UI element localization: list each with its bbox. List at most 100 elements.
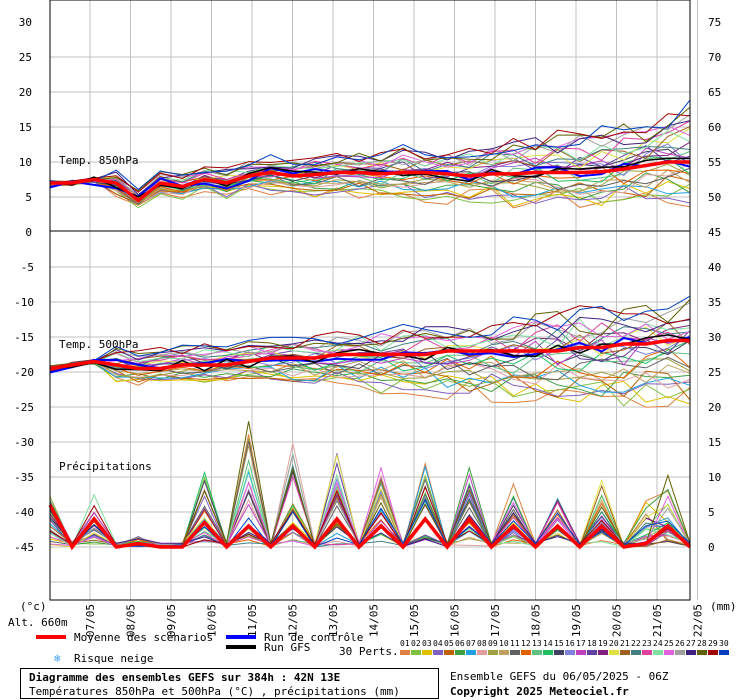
- left-tick-850: 15: [19, 121, 32, 134]
- t500-member-line: [49, 362, 691, 397]
- right-tick-right: 0: [708, 541, 715, 554]
- t850-member-line: [49, 150, 691, 204]
- title-box: Diagramme des ensembles GEFS sur 384h : …: [20, 668, 439, 699]
- t850-member-line: [49, 126, 691, 198]
- right-tick-right: 10: [708, 471, 721, 484]
- left-tick-500: -15: [14, 331, 34, 344]
- date-tick-label: 22/05: [692, 604, 705, 637]
- pert-color-swatch: [664, 650, 674, 655]
- date-tick-label: 09/05: [165, 604, 178, 637]
- pert-id-label: 05: [444, 639, 454, 648]
- pert-id-label: 09: [488, 639, 498, 648]
- chart-grid: [50, 0, 698, 600]
- pert-id-label: 15: [554, 639, 564, 648]
- pert-color-swatch: [521, 650, 531, 655]
- pert-color-swatch: [653, 650, 663, 655]
- pert-id-label: 02: [411, 639, 421, 648]
- left-tick-500: -45: [14, 541, 34, 554]
- panel-label-850: Temp. 850hPa: [59, 154, 138, 167]
- date-tick-label: 15/05: [408, 604, 421, 637]
- mean-precip-line: [48, 504, 692, 551]
- gfs-500-line: [49, 334, 691, 372]
- pert-color-swatch: [708, 650, 718, 655]
- date-tick-label: 14/05: [368, 604, 381, 637]
- legend-control: Run de contrôle: [264, 631, 363, 644]
- left-tick-500: -20: [14, 366, 34, 379]
- pert-color-swatch: [675, 650, 685, 655]
- t850-member-line: [49, 169, 691, 206]
- pert-id-label: 11: [510, 639, 520, 648]
- pert-color-swatch: [444, 650, 454, 655]
- pert-color-swatch: [609, 650, 619, 655]
- date-tick-label: 12/05: [287, 604, 300, 637]
- date-tick-label: 13/05: [327, 604, 340, 637]
- t500-member-line: [49, 299, 691, 367]
- date-tick-label: 21/05: [651, 604, 664, 637]
- pert-color-swatch: [455, 650, 465, 655]
- pert-color-swatch: [642, 650, 652, 655]
- pert-color-swatch: [719, 650, 729, 655]
- pert-color-swatch: [532, 650, 542, 655]
- t850-member-line: [49, 114, 691, 197]
- right-tick-850: 70: [708, 51, 721, 64]
- right-tick-right: 40: [708, 261, 721, 274]
- pert-id-label: 23: [642, 639, 652, 648]
- right-tick-right: 30: [708, 331, 721, 344]
- left-tick-500: -25: [14, 401, 34, 414]
- pert-id-label: 25: [664, 639, 674, 648]
- date-tick-label: 18/05: [530, 604, 543, 637]
- date-tick-label: 08/05: [125, 604, 138, 637]
- pert-color-swatch: [587, 650, 597, 655]
- pert-id-label: 29: [708, 639, 718, 648]
- pert-id-label: 30: [719, 639, 729, 648]
- t500-member-line: [49, 360, 691, 407]
- pert-id-label: 10: [499, 639, 509, 648]
- chart-subtitle: Températures 850hPa et 500hPa (°C) , pré…: [29, 685, 400, 698]
- pert-color-swatch: [620, 650, 630, 655]
- pert-id-label: 12: [521, 639, 531, 648]
- left-tick-500: -35: [14, 471, 34, 484]
- t500-member-line: [49, 305, 691, 372]
- t500-member-line: [49, 326, 691, 371]
- t500-member-line: [49, 348, 691, 379]
- right-tick-right: 20: [708, 401, 721, 414]
- left-tick-850: 5: [25, 191, 32, 204]
- perturbation-legend: 01 02 03 04 05 06 07 08 09 10 11 12 13 14 15 16 17 18 19 20…: [400, 639, 729, 655]
- date-tick-label: 10/05: [206, 604, 219, 637]
- date-tick-label: 17/05: [489, 604, 502, 637]
- pert-id-label: 17: [576, 639, 586, 648]
- pert-id-label: 01: [400, 639, 410, 648]
- pert-color-swatch: [543, 650, 553, 655]
- right-tick-850: 50: [708, 191, 721, 204]
- pert-id-label: 24: [653, 639, 663, 648]
- copyright: Copyright 2025 Meteociel.fr: [450, 685, 629, 698]
- panel-label-500: Temp. 500hPa: [59, 338, 138, 351]
- right-unit-label: (mm): [710, 600, 737, 613]
- pert-color-swatch: [554, 650, 564, 655]
- pert-id-label: 22: [631, 639, 641, 648]
- pert-id-label: 07: [466, 639, 476, 648]
- pert-color-swatch: [411, 650, 421, 655]
- pert-id-label: 18: [587, 639, 597, 648]
- left-tick-850: 30: [19, 16, 32, 29]
- mean-850-line: [50, 160, 690, 203]
- pert-id-label: 03: [422, 639, 432, 648]
- pert-color-swatch: [466, 650, 476, 655]
- t850-member-line: [49, 180, 691, 209]
- right-tick-850: 55: [708, 156, 721, 169]
- pert-color-swatch: [477, 650, 487, 655]
- left-tick-850: 20: [19, 86, 32, 99]
- t850-member-line: [49, 99, 691, 191]
- right-tick-850: 65: [708, 86, 721, 99]
- left-tick-850: 10: [19, 156, 32, 169]
- run-label: Ensemble GEFS du 06/05/2025 - 06Z: [450, 670, 669, 683]
- pert-id-label: 16: [565, 639, 575, 648]
- altitude-label: Alt. 660m: [8, 616, 68, 629]
- pert-color-swatch: [697, 650, 707, 655]
- pert-color-swatch: [433, 650, 443, 655]
- date-tick-label: 19/05: [570, 604, 583, 637]
- legend-mean: Moyenne des scénarios: [74, 631, 213, 644]
- left-tick-500: -40: [14, 506, 34, 519]
- right-tick-850: 60: [708, 121, 721, 134]
- axis-ticks: 07/05 08/05 09/05 10/05 11/05 12/05 13/05 14/05…: [14, 16, 721, 637]
